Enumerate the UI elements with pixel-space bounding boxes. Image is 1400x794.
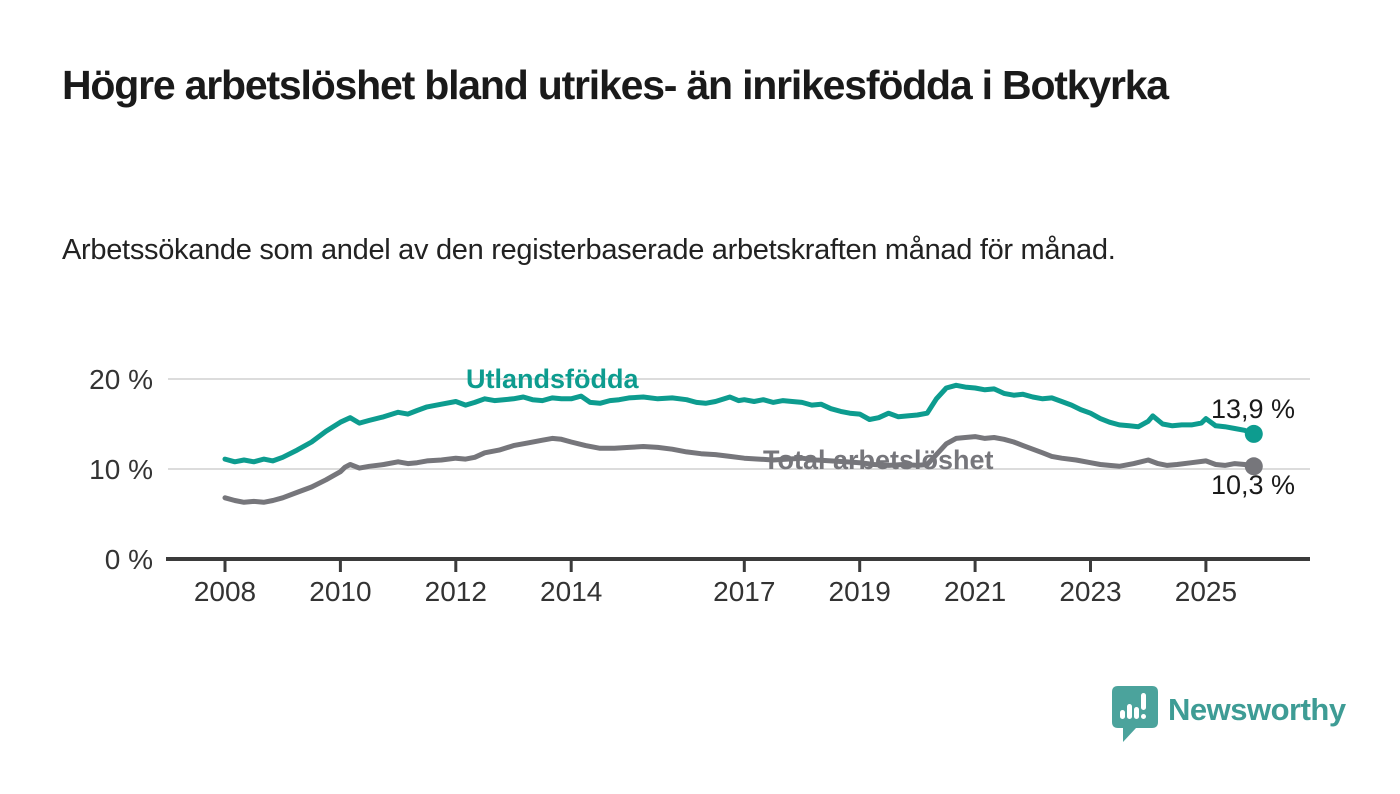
- y-axis-tick-label: 10 %: [89, 454, 153, 485]
- x-axis-tick-label: 2012: [425, 576, 487, 607]
- brand-footer: Newsworthy: [1112, 686, 1346, 742]
- series-line-total-arbetsloshet: [222, 434, 1257, 505]
- logo-bar-3: [1134, 707, 1139, 719]
- page-subtitle: Arbetssökande som andel av den registerb…: [62, 234, 1116, 266]
- x-axis-tick-label: 2017: [713, 576, 775, 607]
- series-line-utlandsfodda: [222, 382, 1257, 465]
- logo-exclamation-dot: [1141, 714, 1146, 719]
- end-value-utlandsfodda: 13,9 %: [1210, 394, 1295, 424]
- series-label-utlandsfodda: Utlandsfödda: [466, 364, 639, 394]
- x-axis-tick-label: 2021: [944, 576, 1006, 607]
- x-axis-tick-label: 2019: [829, 576, 891, 607]
- x-axis-tick-label: 2014: [540, 576, 602, 607]
- page-title: Högre arbetslöshet bland utrikes- än inr…: [62, 62, 1169, 108]
- newsworthy-logo-icon: [1112, 686, 1158, 742]
- x-axis-tick-label: 2025: [1175, 576, 1237, 607]
- logo-exclamation-bar: [1141, 693, 1146, 710]
- x-axis-tick-label: 2023: [1059, 576, 1121, 607]
- x-axis-tick-label: 2010: [309, 576, 371, 607]
- logo-bar-2: [1127, 704, 1132, 719]
- series-end-dot: [1244, 424, 1263, 443]
- y-axis-tick-label: 0 %: [105, 544, 153, 575]
- series-end-dot: [1244, 457, 1263, 476]
- x-axis-tick-label: 2008: [194, 576, 256, 607]
- brand-name: Newsworthy: [1168, 691, 1346, 727]
- logo-bar-1: [1120, 710, 1125, 719]
- y-axis-tick-label: 20 %: [89, 364, 153, 395]
- end-value-total-arbetsloshet: 10,3 %: [1210, 470, 1295, 500]
- series-label-total-arbetsloshet: Total arbetslöshet: [763, 445, 994, 475]
